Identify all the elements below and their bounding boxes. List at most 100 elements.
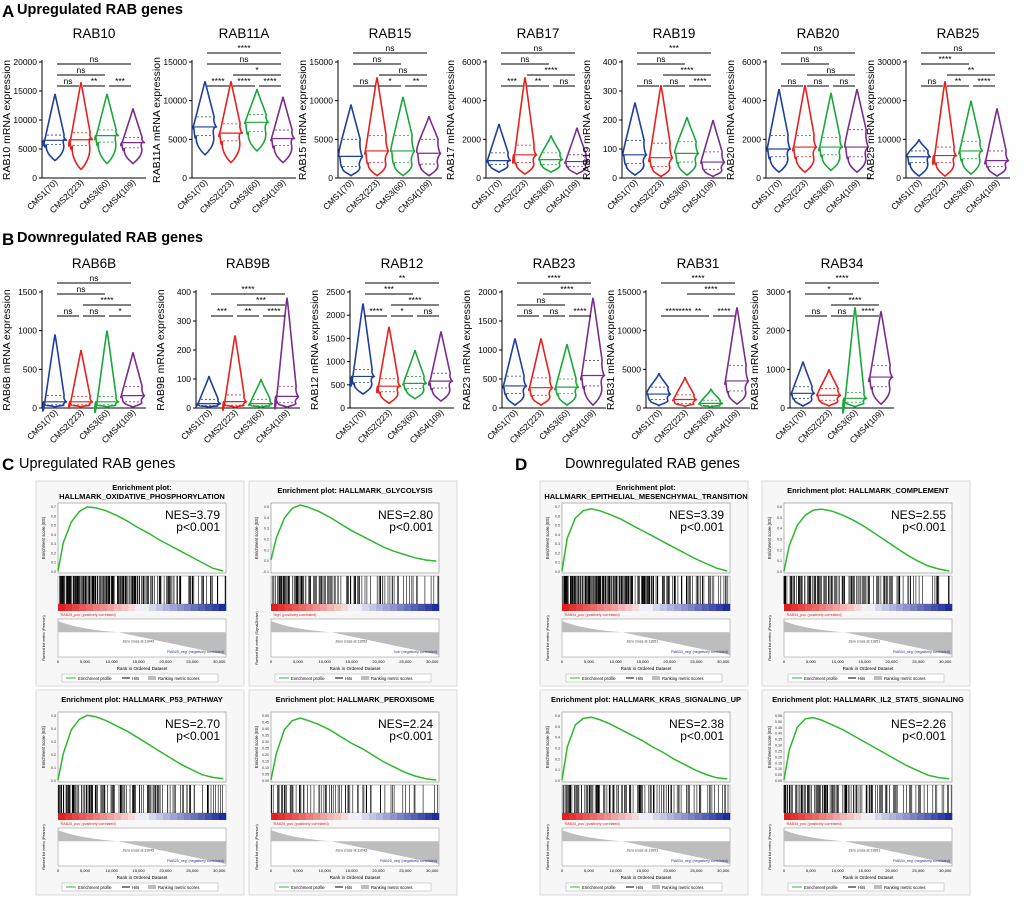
subplot-title: RAB11A <box>219 26 270 41</box>
plot-title: Enrichment plot: HALLMARK_IL2_STAT5_SIGN… <box>772 695 964 704</box>
ranked-gradient-segment <box>653 604 661 611</box>
ranked-gradient-segment <box>397 604 405 611</box>
violin-shape <box>389 96 416 177</box>
plot-title: Enrichment plot: HALLMARK_P53_PATHWAY <box>61 695 223 704</box>
x-tick-label: 25,000 <box>690 868 703 873</box>
ranked-gradient-segment <box>341 604 349 611</box>
negative-label: 'RAB34_neg' (negatively correlated) <box>893 859 950 863</box>
ranked-gradient-segment <box>128 813 136 820</box>
zero-cross-label: Zero cross at 11651 <box>848 848 880 852</box>
x-tick-label: 25,000 <box>912 659 925 664</box>
x-tick-label: 30,000 <box>717 868 730 873</box>
legend-swatch-ranking <box>874 885 882 889</box>
ranked-gradient-segment <box>618 604 626 611</box>
x-tick-label: 5,000 <box>293 868 304 873</box>
ranked-gradient-segment <box>285 604 293 611</box>
ranked-gradient-segment <box>184 604 192 611</box>
ranked-gradient-segment <box>390 604 398 611</box>
violin-plot-rab11a: RAB11A RAB11A mRNA expression 0 5000 10000 15… <box>151 26 296 215</box>
violin-shape <box>269 96 296 164</box>
ranked-gradient-segment <box>903 604 911 611</box>
significance-label: ns <box>840 76 849 86</box>
significance-label: ns <box>77 65 86 75</box>
ranked-gradient-segment <box>320 813 328 820</box>
enrichment-curve <box>270 504 437 562</box>
p-value: p<0.001 <box>680 520 724 534</box>
x-tick-label: 25,000 <box>399 659 412 664</box>
violin-shape <box>815 369 842 408</box>
ranked-gradient-segment <box>875 604 883 611</box>
violin-plot-rab25: RAB25 RAB25 mRNA expression 0 10000 20000 300… <box>865 26 1010 215</box>
ranked-gradient-segment <box>861 604 869 611</box>
p-value: p<0.001 <box>176 729 220 743</box>
x-tick-label: 15,000 <box>859 659 872 664</box>
violin-shape <box>67 349 94 410</box>
x-tick-label: 15,000 <box>346 868 359 873</box>
x-tick-label: 30,000 <box>213 659 226 664</box>
violin-plot-rab15: RAB15 RAB15 mRNA expression 0 5000 10000 1500… <box>297 26 442 215</box>
ranked-gradient-segment <box>86 604 94 611</box>
ranked-gradient-segment <box>418 604 426 611</box>
es-frame <box>270 711 440 783</box>
plot-title: Enrichment plot: HALLMARK_COMPLEMENT <box>787 486 949 495</box>
ranked-gradient-segment <box>646 813 654 820</box>
ranked-gradient-segment <box>121 604 129 611</box>
ranked-gradient-segment <box>404 604 412 611</box>
x-tick-label: 30,000 <box>426 659 439 664</box>
ranked-gradient-segment <box>674 813 682 820</box>
significance-label: **** <box>241 284 255 294</box>
legend-swatch-ranking <box>148 885 156 889</box>
p-value: p<0.001 <box>902 520 946 534</box>
y-tick-label: 5000 <box>622 364 641 374</box>
ranked-gradient-segment <box>681 813 689 820</box>
significance-label: ns <box>64 76 73 86</box>
legend-frame <box>274 673 432 683</box>
y-tick-label: 2000 <box>766 326 785 336</box>
gsea-plot: Enrichment plot:HALLMARK_OXIDATIVE_PHOSP… <box>35 480 245 687</box>
ranked-gradient-segment <box>903 813 911 820</box>
significance-label: ns <box>670 76 679 86</box>
ranked-gradient-segment <box>327 813 335 820</box>
es-tick-label: 0.0 <box>51 779 56 783</box>
significance-label: **** <box>861 306 875 316</box>
ranked-gradient-segment <box>882 813 890 820</box>
x-tick-label: 10,000 <box>832 868 845 873</box>
significance-label: **** <box>100 295 114 305</box>
y-axis-label: RAB15 mRNA expression <box>297 60 309 180</box>
rank-axis-label: Ranked list metric (Pearson) <box>546 615 550 660</box>
significance-label: ns <box>801 54 810 64</box>
ranked-gradient-segment <box>861 813 869 820</box>
significance-label: *** <box>669 43 680 53</box>
ranked-metric-area <box>271 830 439 864</box>
ranked-gradient-segment <box>798 604 806 611</box>
significance-label: ** <box>955 76 962 86</box>
y-tick-label: 300 <box>603 86 617 96</box>
y-tick-label: 0 <box>780 403 785 413</box>
significance-label: ns <box>827 65 836 75</box>
significance-label: ns <box>814 76 823 86</box>
ranked-gradient-segment <box>212 604 220 611</box>
x-tick-label: 5,000 <box>293 659 304 664</box>
es-tick-label: 0.2 <box>51 551 56 555</box>
y-tick-label: 2000 <box>462 134 481 144</box>
panel-c-title: Upregulated RAB genes <box>19 456 175 472</box>
legend-swatch-ranking <box>652 885 660 889</box>
violin-shape <box>67 82 94 171</box>
violin-shape <box>563 127 590 176</box>
ranked-gradient-segment <box>798 813 806 820</box>
ranked-gradient-segment <box>910 813 918 820</box>
y-tick-label: 20000 <box>877 96 901 106</box>
ranked-gradient-segment <box>334 604 342 611</box>
x-axis-label: Rank in Ordered Dataset <box>843 666 895 671</box>
y-axis-label: RAB34 mRNA expression <box>749 290 761 410</box>
ranked-gradient-segment <box>58 813 66 820</box>
significance-label: ns <box>928 76 937 86</box>
significance-label: ns <box>240 54 249 64</box>
legend-hits: Hits <box>132 885 139 890</box>
ranked-gradient-segment <box>93 813 101 820</box>
significance-label: **** <box>237 76 251 86</box>
ranked-gradient-segment <box>632 813 640 820</box>
nes-value: NES=2.26 <box>891 717 946 731</box>
ranked-gradient-segment <box>278 813 286 820</box>
